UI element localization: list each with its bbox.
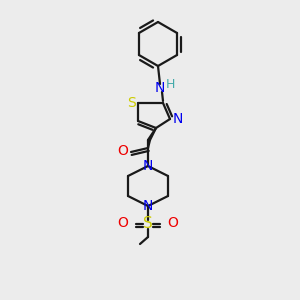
Text: O: O xyxy=(118,144,128,158)
Text: O: O xyxy=(118,216,128,230)
Text: N: N xyxy=(143,199,153,213)
Text: H: H xyxy=(165,79,175,92)
Text: S: S xyxy=(143,217,153,232)
Text: S: S xyxy=(127,96,135,110)
Text: N: N xyxy=(173,112,183,126)
Text: O: O xyxy=(168,216,178,230)
Text: N: N xyxy=(155,81,165,95)
Text: N: N xyxy=(143,159,153,173)
